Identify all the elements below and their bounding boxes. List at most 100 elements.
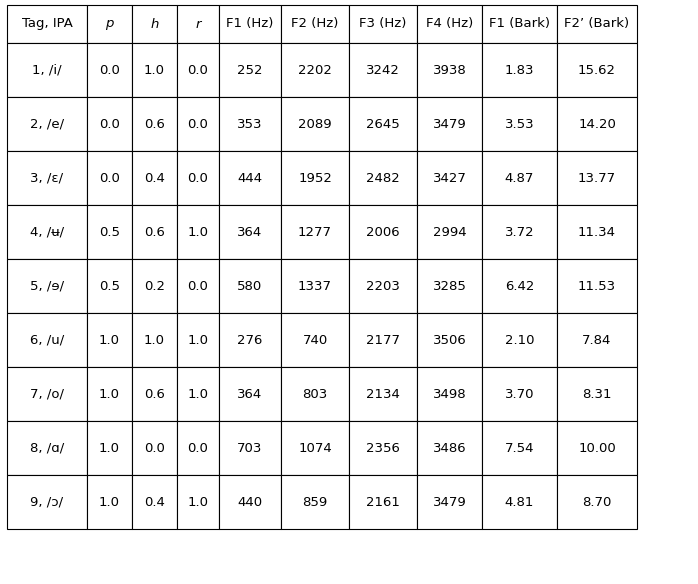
Bar bbox=[7, 259, 87, 313]
Bar bbox=[177, 475, 219, 529]
Text: 3.72: 3.72 bbox=[505, 225, 534, 238]
Bar bbox=[349, 151, 417, 205]
Text: 1.0: 1.0 bbox=[188, 495, 209, 509]
Bar bbox=[349, 313, 417, 367]
Text: 1337: 1337 bbox=[298, 280, 332, 293]
Text: 1952: 1952 bbox=[298, 172, 332, 185]
Text: 2, /e/: 2, /e/ bbox=[30, 117, 64, 130]
Bar bbox=[557, 259, 637, 313]
Bar bbox=[482, 205, 557, 259]
Bar bbox=[132, 367, 177, 421]
Text: 3486: 3486 bbox=[433, 442, 466, 454]
Text: 2202: 2202 bbox=[298, 64, 332, 77]
Bar bbox=[132, 313, 177, 367]
Text: 703: 703 bbox=[237, 442, 262, 454]
Text: 6, /u/: 6, /u/ bbox=[30, 333, 64, 346]
Text: 252: 252 bbox=[237, 64, 262, 77]
Text: 7.84: 7.84 bbox=[582, 333, 611, 346]
Text: 2006: 2006 bbox=[366, 225, 400, 238]
Text: 353: 353 bbox=[237, 117, 262, 130]
Text: 7, /o/: 7, /o/ bbox=[30, 388, 64, 401]
Text: 3938: 3938 bbox=[433, 64, 466, 77]
Bar bbox=[177, 43, 219, 97]
Bar bbox=[177, 367, 219, 421]
Bar bbox=[349, 205, 417, 259]
Bar bbox=[417, 151, 482, 205]
Bar bbox=[7, 421, 87, 475]
Text: 580: 580 bbox=[237, 280, 262, 293]
Text: 0.0: 0.0 bbox=[99, 172, 120, 185]
Bar bbox=[132, 475, 177, 529]
Text: 4, /ʉ/: 4, /ʉ/ bbox=[30, 225, 64, 238]
Text: 1.0: 1.0 bbox=[188, 225, 209, 238]
Bar bbox=[281, 205, 349, 259]
Bar bbox=[417, 259, 482, 313]
Bar bbox=[417, 97, 482, 151]
Text: 2482: 2482 bbox=[366, 172, 400, 185]
Bar bbox=[87, 97, 132, 151]
Text: 11.53: 11.53 bbox=[578, 280, 616, 293]
Text: 859: 859 bbox=[302, 495, 327, 509]
Text: 2.10: 2.10 bbox=[505, 333, 534, 346]
Bar bbox=[219, 367, 281, 421]
Bar bbox=[482, 5, 557, 43]
Bar bbox=[557, 313, 637, 367]
Text: 10.00: 10.00 bbox=[578, 442, 616, 454]
Text: 3, /ɛ/: 3, /ɛ/ bbox=[31, 172, 64, 185]
Text: F4 (Hz): F4 (Hz) bbox=[426, 18, 473, 30]
Bar bbox=[557, 151, 637, 205]
Text: 1.0: 1.0 bbox=[99, 333, 120, 346]
Bar bbox=[557, 475, 637, 529]
Text: 0.0: 0.0 bbox=[99, 64, 120, 77]
Text: 8.70: 8.70 bbox=[582, 495, 611, 509]
Bar bbox=[417, 5, 482, 43]
Text: 0.2: 0.2 bbox=[144, 280, 165, 293]
Bar bbox=[87, 5, 132, 43]
Text: 2994: 2994 bbox=[433, 225, 466, 238]
Text: 9, /ɔ/: 9, /ɔ/ bbox=[31, 495, 64, 509]
Text: 3427: 3427 bbox=[433, 172, 466, 185]
Text: r: r bbox=[195, 18, 201, 30]
Bar bbox=[177, 259, 219, 313]
Text: 14.20: 14.20 bbox=[578, 117, 616, 130]
Bar bbox=[281, 475, 349, 529]
Bar bbox=[482, 97, 557, 151]
Text: F2 (Hz): F2 (Hz) bbox=[291, 18, 339, 30]
Bar bbox=[7, 313, 87, 367]
Text: 0.0: 0.0 bbox=[188, 442, 209, 454]
Text: 2203: 2203 bbox=[366, 280, 400, 293]
Bar bbox=[7, 151, 87, 205]
Bar bbox=[281, 313, 349, 367]
Text: 0.0: 0.0 bbox=[144, 442, 165, 454]
Bar bbox=[417, 43, 482, 97]
Text: 0.6: 0.6 bbox=[144, 225, 165, 238]
Bar bbox=[219, 97, 281, 151]
Bar bbox=[87, 43, 132, 97]
Text: 15.62: 15.62 bbox=[578, 64, 616, 77]
Bar bbox=[132, 259, 177, 313]
Text: 1.0: 1.0 bbox=[99, 495, 120, 509]
Text: 4.87: 4.87 bbox=[505, 172, 534, 185]
Bar bbox=[482, 259, 557, 313]
Text: 1.0: 1.0 bbox=[144, 64, 165, 77]
Text: 364: 364 bbox=[237, 388, 262, 401]
Bar bbox=[177, 205, 219, 259]
Bar bbox=[219, 475, 281, 529]
Text: 276: 276 bbox=[237, 333, 262, 346]
Text: 0.5: 0.5 bbox=[99, 280, 120, 293]
Text: 2161: 2161 bbox=[366, 495, 400, 509]
Text: 803: 803 bbox=[302, 388, 327, 401]
Bar bbox=[87, 259, 132, 313]
Text: 0.5: 0.5 bbox=[99, 225, 120, 238]
Bar bbox=[281, 367, 349, 421]
Text: 2645: 2645 bbox=[366, 117, 400, 130]
Text: 2356: 2356 bbox=[366, 442, 400, 454]
Bar bbox=[177, 5, 219, 43]
Bar bbox=[177, 97, 219, 151]
Bar bbox=[281, 151, 349, 205]
Bar bbox=[349, 367, 417, 421]
Text: 0.0: 0.0 bbox=[99, 117, 120, 130]
Text: 1.83: 1.83 bbox=[505, 64, 534, 77]
Text: 3498: 3498 bbox=[433, 388, 466, 401]
Bar bbox=[349, 43, 417, 97]
